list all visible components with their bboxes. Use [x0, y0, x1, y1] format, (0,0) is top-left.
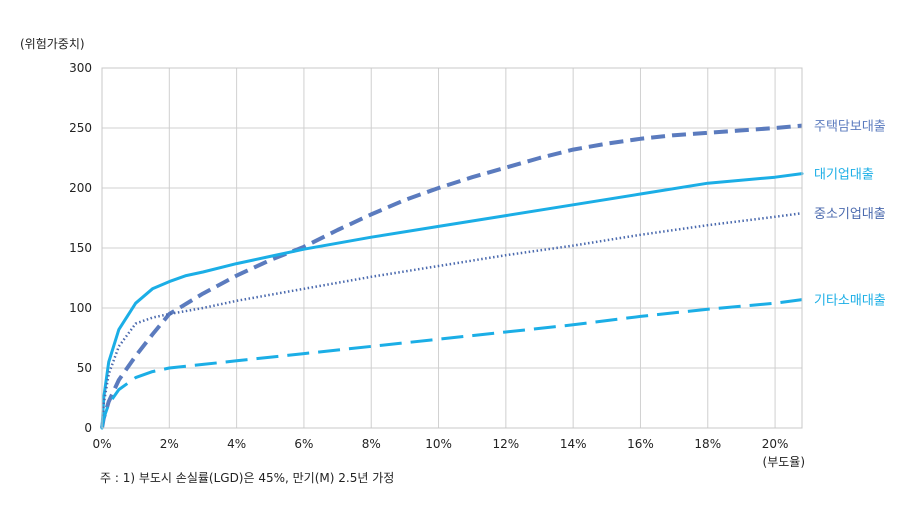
y-tick-labels: 0 50 100 150 200 250 300	[69, 61, 92, 435]
x-axis-label: (부도율)	[763, 455, 805, 469]
x-tick-label: 4%	[227, 437, 246, 451]
y-tick-label: 150	[69, 241, 92, 255]
x-tick-label: 18%	[694, 437, 721, 451]
x-tick-label: 8%	[362, 437, 381, 451]
x-tick-label: 0%	[92, 437, 111, 451]
x-tick-label: 12%	[493, 437, 520, 451]
legend-entry: 주택담보대출	[814, 120, 886, 135]
x-tick-label: 2%	[160, 437, 179, 451]
series-line-1	[100, 123, 803, 429]
y-tick-label: 50	[77, 361, 92, 375]
chart-note: 주 : 1) 부도시 손실률(LGD)은 45%, 만기(M) 2.5년 가정	[100, 471, 394, 485]
y-tick-label: 300	[69, 61, 92, 75]
legend-entry: 대기업대출	[814, 168, 874, 183]
x-tick-label: 10%	[425, 437, 452, 451]
x-tick-label: 6%	[294, 437, 313, 451]
y-tick-label: 250	[69, 121, 92, 135]
x-tick-labels: 0% 2% 4% 6% 8% 10% 12% 14% 16% 18% 20%	[92, 437, 788, 451]
series-line-3	[100, 211, 803, 429]
series-line-4	[100, 298, 803, 429]
x-tick-label: 16%	[627, 437, 654, 451]
plot-border	[101, 67, 803, 429]
y-tick-label: 0	[84, 421, 92, 435]
series-line-2	[100, 172, 804, 430]
legend-entry: 중소기업대출	[814, 207, 886, 222]
y-tick-label: 100	[69, 301, 92, 315]
y-tick-label: 200	[69, 181, 92, 195]
legend-entry: 기타소매대출	[814, 294, 886, 309]
x-tick-label: 20%	[762, 437, 789, 451]
x-tick-label: 14%	[560, 437, 587, 451]
y-axis-label: (위험가중치)	[20, 37, 85, 51]
series-layer	[100, 123, 804, 430]
